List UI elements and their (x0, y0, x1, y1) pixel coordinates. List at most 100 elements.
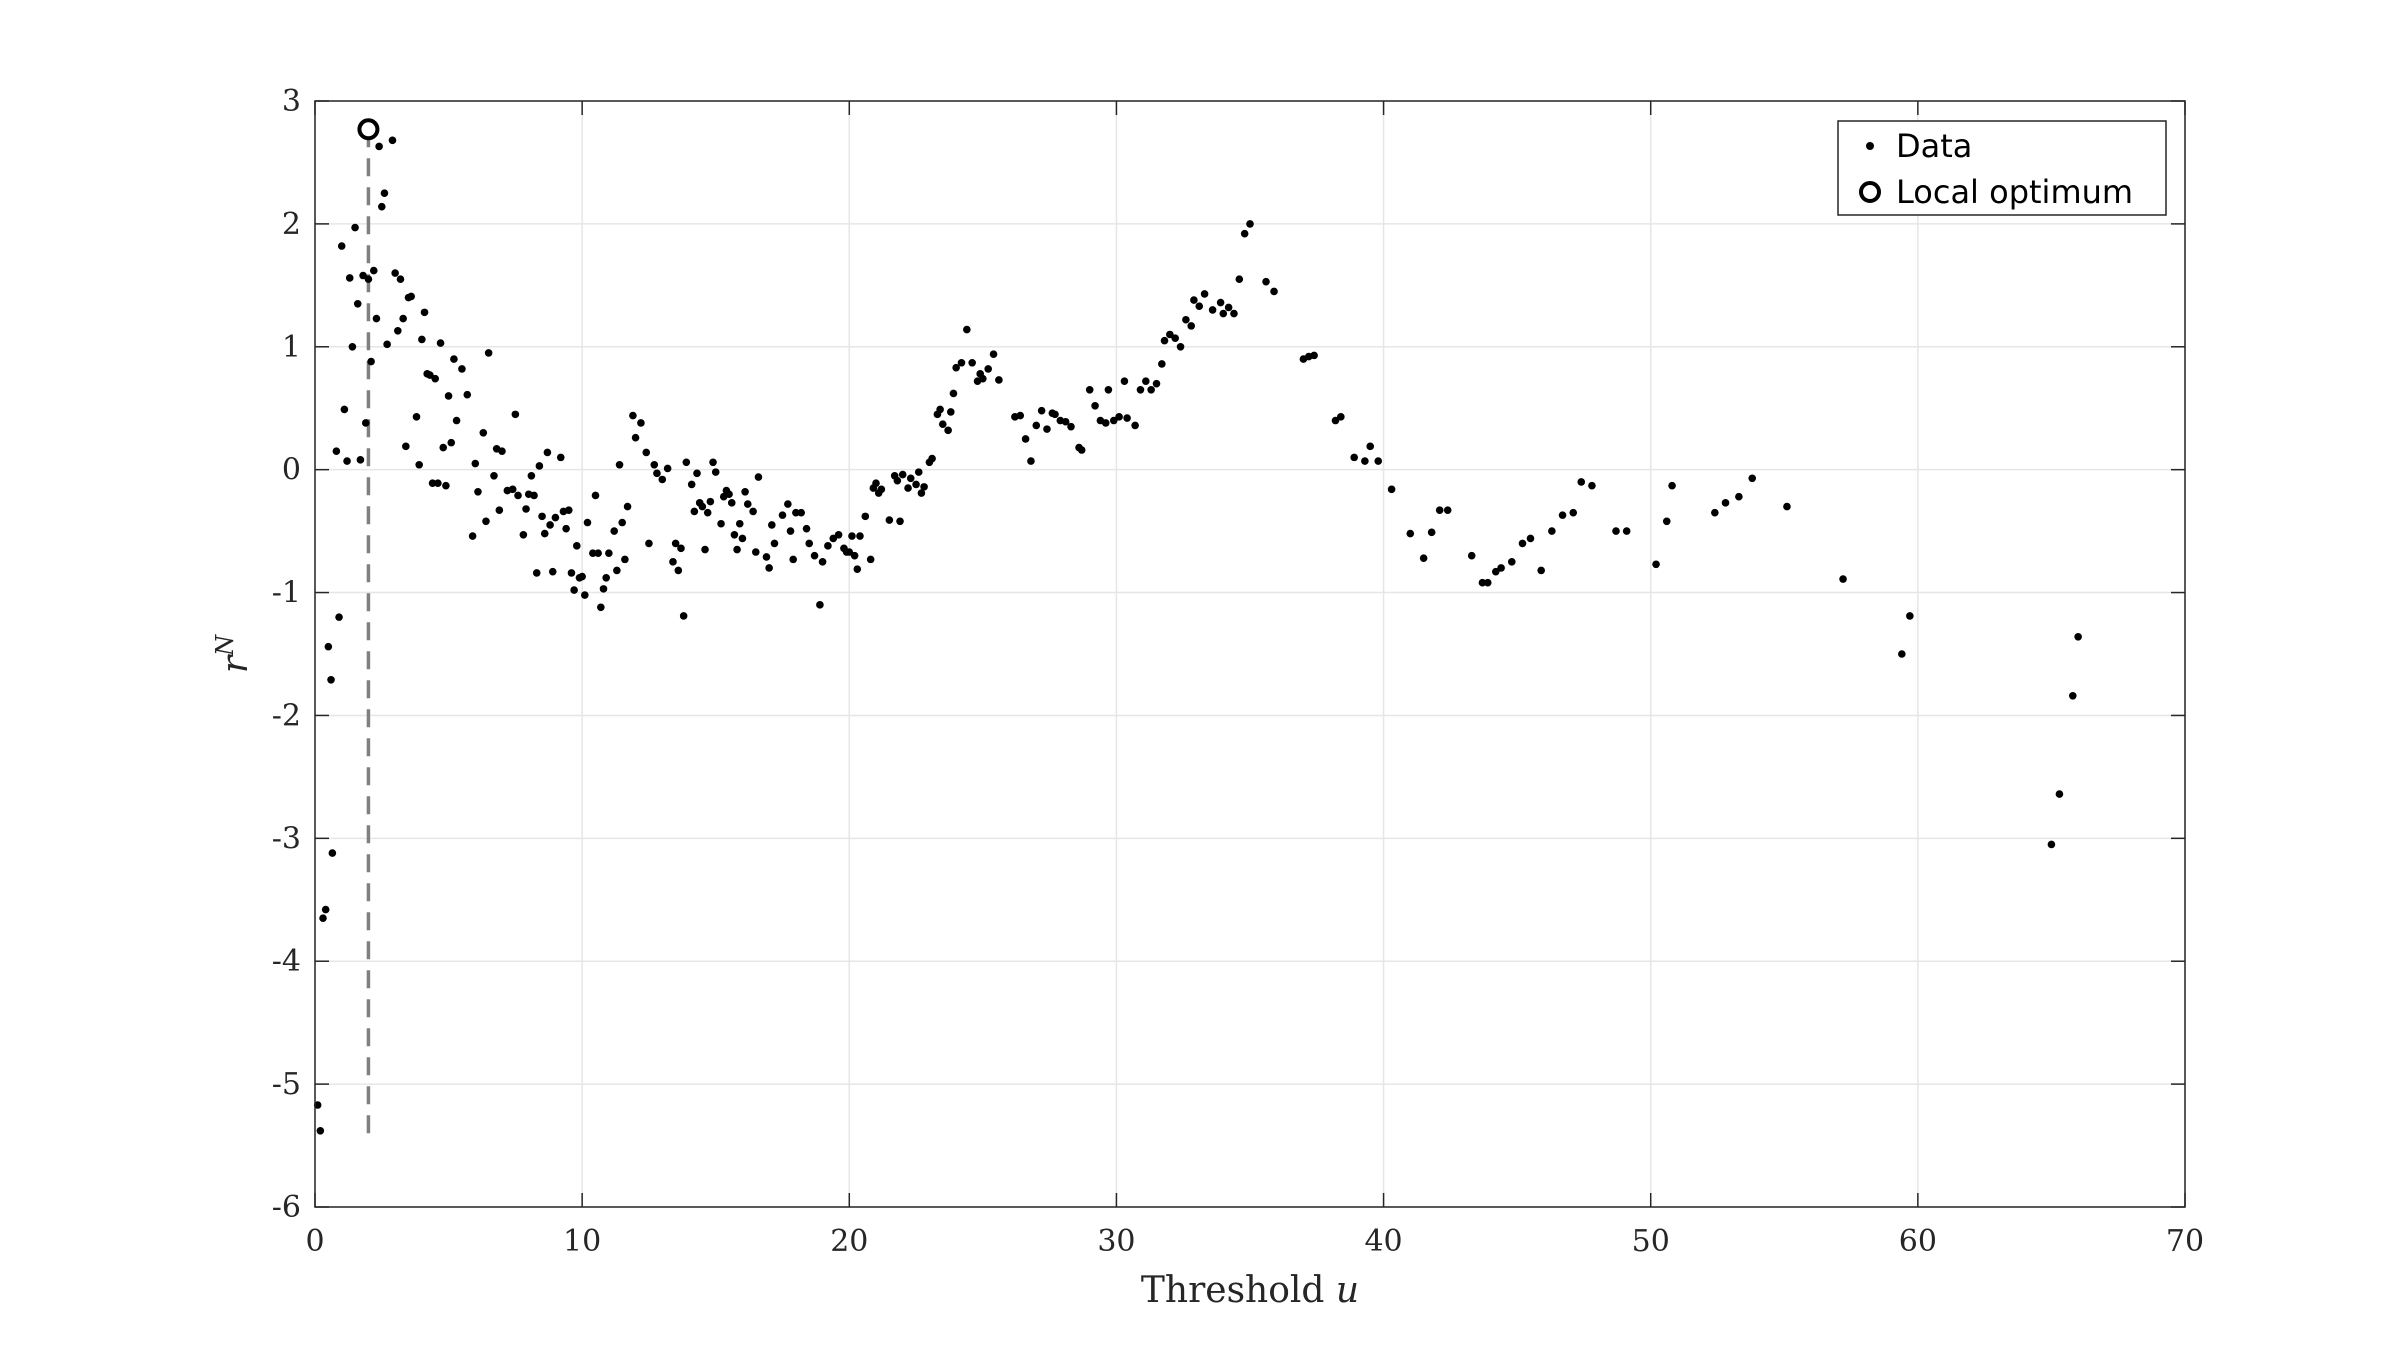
data-point (733, 545, 741, 554)
data-point (1748, 474, 1757, 483)
y-tick-label: 1 (282, 330, 301, 365)
legend-data-label: Data (1896, 127, 1972, 165)
x-tick-label: 60 (1899, 1224, 1937, 1259)
data-point (581, 591, 589, 599)
data-point (631, 433, 640, 442)
data-point (1037, 406, 1046, 415)
data-point (663, 464, 672, 473)
data-point (1176, 342, 1185, 351)
data-point (1032, 421, 1041, 430)
data-point (1158, 360, 1166, 368)
data-point (816, 601, 824, 609)
data-point (947, 408, 955, 416)
data-point (765, 564, 773, 572)
data-point (727, 499, 736, 507)
data-point (1310, 351, 1318, 360)
data-point (1195, 302, 1204, 311)
data-point (789, 555, 797, 564)
x-tick-label: 40 (1364, 1224, 1402, 1259)
data-point (995, 376, 1003, 384)
data-point (316, 1127, 325, 1135)
data-point (335, 613, 343, 621)
data-point (671, 539, 680, 548)
data-point (872, 479, 880, 487)
data-point (436, 339, 445, 347)
data-point (743, 500, 752, 508)
y-tick-label: -5 (272, 1067, 301, 1102)
data-point (618, 518, 627, 527)
legend-optimum-label: Local optimum (1896, 173, 2133, 211)
data-point (1577, 478, 1586, 486)
axis-ticks (314, 100, 2186, 1208)
data-point (1077, 446, 1086, 454)
data-point (1187, 322, 1196, 330)
data-point (345, 274, 354, 282)
data-point (418, 335, 426, 344)
data-point (356, 456, 365, 464)
data-point (1350, 453, 1358, 462)
data-point (538, 512, 546, 521)
data-point (388, 136, 397, 145)
data-point (751, 548, 760, 556)
data-point (778, 511, 787, 519)
data-point (540, 529, 549, 538)
data-point (703, 508, 712, 517)
data-point (1166, 330, 1174, 339)
data-point (1101, 419, 1110, 427)
data-point (562, 524, 570, 533)
data-point (351, 223, 359, 232)
data-point (1652, 560, 1660, 569)
data-point (1361, 457, 1369, 465)
data-point (848, 532, 856, 540)
data-point (762, 553, 771, 561)
data-point (599, 585, 608, 593)
data-point (442, 481, 450, 490)
data-point (1235, 275, 1244, 283)
data-point (1240, 229, 1249, 238)
data-point (920, 483, 928, 491)
data-point (426, 371, 434, 379)
data-point (1043, 425, 1051, 433)
data-point (629, 411, 637, 420)
data-point (394, 327, 402, 335)
data-point (353, 299, 362, 308)
data-point (792, 508, 800, 517)
data-point (768, 521, 776, 529)
data-point (1182, 315, 1190, 324)
data-point (1735, 492, 1743, 501)
data-point (567, 569, 576, 577)
data-point (1027, 457, 1035, 465)
data-point (377, 202, 386, 211)
y-axis-title: rN (211, 634, 256, 673)
data-point (380, 189, 389, 197)
data-point (1721, 499, 1730, 507)
data-point (444, 392, 453, 400)
y-tick-label: -4 (272, 944, 301, 979)
data-point (399, 314, 407, 323)
data-point (1419, 554, 1428, 562)
data-point (495, 506, 504, 515)
data-point (682, 458, 691, 467)
data-point (468, 532, 477, 540)
data-point (621, 555, 629, 564)
data-point (963, 325, 971, 334)
data-point (2047, 840, 2056, 849)
data-point (1190, 296, 1198, 304)
data-point (471, 459, 480, 468)
data-point (877, 485, 886, 494)
data-point (508, 485, 517, 494)
data-point (1208, 306, 1217, 314)
data-point (372, 314, 381, 323)
data-point (829, 534, 838, 543)
data-point (677, 544, 685, 553)
data-point (474, 487, 482, 496)
data-point (1588, 481, 1596, 490)
data-point (1508, 558, 1516, 566)
data-point (369, 266, 378, 275)
data-point (458, 365, 466, 373)
x-axis-title: Threshold u (1141, 1270, 1359, 1311)
data-point (2055, 790, 2064, 798)
data-point (1366, 442, 1375, 451)
data-point (2074, 632, 2082, 641)
